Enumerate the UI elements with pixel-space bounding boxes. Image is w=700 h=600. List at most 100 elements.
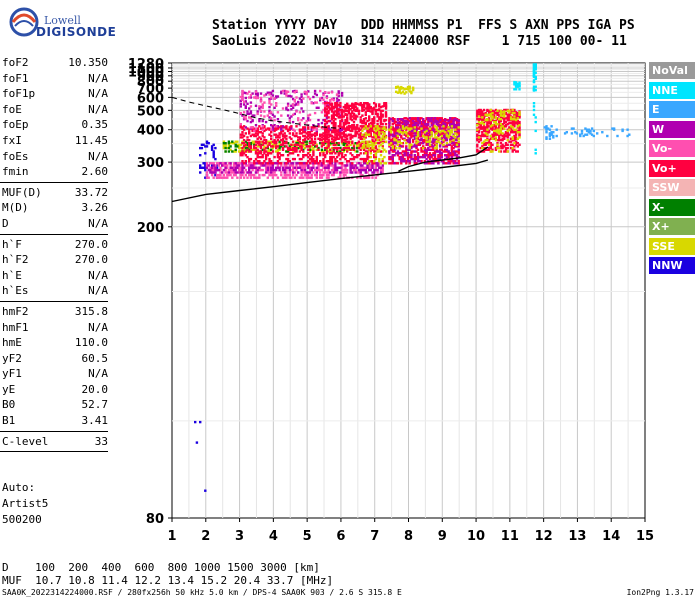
echo-point: [275, 168, 278, 172]
echo-point: [307, 148, 310, 151]
echo-point: [418, 126, 421, 129]
echo-point: [361, 121, 364, 125]
echo-point: [518, 143, 521, 146]
echo-point: [427, 139, 430, 142]
echo-point: [513, 148, 516, 151]
echo-point: [437, 117, 440, 120]
echo-point: [273, 171, 276, 174]
echo-point: [288, 94, 291, 98]
echo-point: [445, 133, 449, 136]
echo-point: [312, 154, 315, 157]
echo-point: [437, 120, 440, 124]
echo-point: [374, 146, 378, 150]
echo-point: [300, 107, 303, 110]
echo-point: [281, 148, 285, 151]
echo-point: [406, 148, 410, 151]
echo-point: [310, 139, 313, 142]
echo-point: [518, 88, 521, 91]
param-value: 33: [94, 434, 108, 448]
echo-point: [361, 145, 364, 148]
echo-point: [383, 148, 386, 151]
echo-point: [291, 173, 295, 177]
echo-point: [481, 150, 484, 153]
param-value: N/A: [88, 71, 108, 85]
echo-points: [194, 63, 631, 492]
echo-point: [259, 105, 263, 109]
echo-point: [246, 176, 249, 179]
echo-point: [391, 157, 394, 161]
echo-point: [327, 111, 330, 115]
echo-point: [388, 143, 391, 146]
echo-point: [532, 108, 536, 112]
echo-point: [479, 121, 482, 125]
echo-point: [435, 136, 438, 139]
echo-point: [325, 150, 329, 153]
echo-point: [511, 129, 514, 133]
echo-point: [516, 145, 519, 148]
echo-point: [509, 137, 513, 140]
legend-item-sse: SSE: [649, 237, 695, 255]
echo-point: [433, 155, 437, 159]
echo-point: [337, 137, 340, 140]
echo-point: [415, 124, 418, 127]
echo-point: [476, 115, 479, 118]
echo-point: [503, 119, 506, 123]
echo-point: [339, 111, 342, 114]
echo-point: [253, 133, 256, 136]
echo-point: [351, 124, 354, 127]
echo-point: [234, 145, 237, 148]
echo-point: [482, 133, 486, 136]
echo-point: [438, 143, 442, 146]
echo-point: [234, 168, 237, 172]
echo-point: [371, 129, 374, 133]
echo-point: [504, 108, 508, 112]
echo-point: [342, 146, 345, 150]
echo-point: [415, 136, 418, 139]
echo-point: [270, 92, 273, 96]
echo-point: [479, 134, 482, 138]
echo-point: [408, 160, 411, 163]
echo-point: [271, 113, 275, 116]
echo-point: [376, 112, 379, 116]
echo-point: [351, 136, 354, 139]
echo-point: [291, 164, 295, 167]
echo-point: [270, 131, 273, 134]
echo-point: [256, 166, 259, 169]
echo-point: [388, 137, 391, 140]
echo-point: [442, 150, 445, 153]
echo-point: [241, 173, 244, 177]
echo-point: [315, 176, 318, 179]
echo-point: [281, 140, 285, 143]
echo-point: [222, 162, 226, 165]
echo-point: [322, 98, 325, 101]
echo-point: [242, 103, 246, 106]
echo-point: [408, 85, 411, 88]
echo-point: [487, 125, 491, 128]
echo-point: [325, 120, 329, 124]
echo-point: [334, 136, 337, 139]
echo-point: [584, 127, 587, 130]
echo-point: [234, 140, 237, 143]
echo-point: [532, 66, 536, 69]
echo-point: [215, 166, 219, 169]
echo-point: [376, 142, 379, 145]
echo-point: [286, 94, 290, 98]
echo-point: [253, 127, 256, 130]
echo-point: [283, 92, 286, 95]
echo-point: [325, 108, 329, 111]
echo-point: [368, 176, 371, 179]
echo-point: [319, 171, 322, 174]
logo-digisonde-text: DIGISONDE: [36, 25, 117, 39]
echo-point: [286, 157, 290, 161]
echo-point: [249, 173, 253, 177]
param-row: hmE 110.0: [0, 335, 112, 351]
echo-point: [361, 164, 364, 167]
echo-point: [239, 123, 242, 126]
echo-point: [501, 139, 504, 142]
echo-point: [435, 123, 438, 126]
echo-point: [433, 125, 437, 128]
echo-point: [364, 166, 367, 169]
echo-point: [313, 140, 317, 143]
echo-point: [384, 140, 388, 143]
echo-point: [444, 134, 447, 138]
